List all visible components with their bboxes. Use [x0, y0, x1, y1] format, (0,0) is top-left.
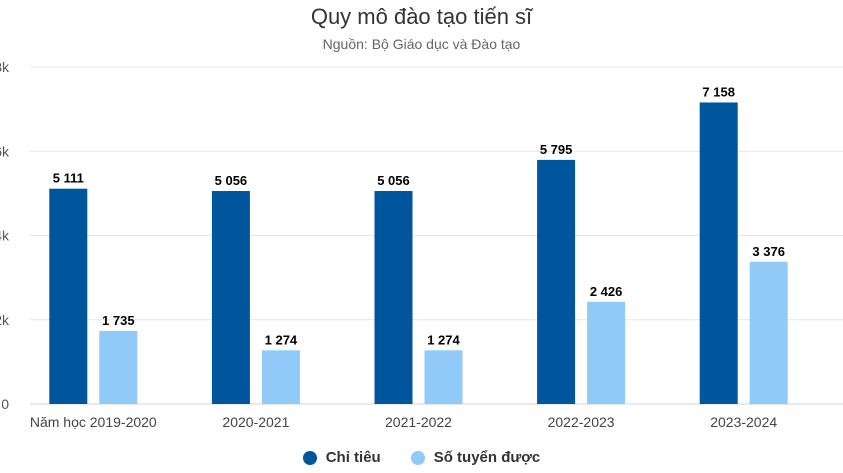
data-label-so-tuyen-duoc: 2 426: [590, 284, 623, 299]
bar-so-tuyen-duoc: [749, 261, 788, 404]
legend: Chỉ tiêu Số tuyển được: [0, 449, 843, 466]
y-tick-label: 4k: [0, 228, 10, 244]
data-label-chi-tieu: 7 158: [702, 84, 735, 99]
legend-label-so-tuyen-duoc: Số tuyển được: [433, 449, 541, 466]
bar-chi-tieu: [49, 188, 88, 404]
x-tick-label: 2023-2024: [710, 414, 777, 430]
y-tick-label: 2k: [0, 312, 10, 328]
chart-subtitle: Nguồn: Bộ Giáo dục và Đào tạo: [322, 36, 521, 52]
legend-swatch-so-tuyen-duoc: [410, 450, 425, 465]
data-label-chi-tieu: 5 795: [540, 142, 573, 157]
bar-chi-tieu: [537, 159, 576, 404]
data-label-so-tuyen-duoc: 1 274: [427, 332, 460, 347]
legend-swatch-chi-tieu: [302, 450, 317, 465]
data-label-so-tuyen-duoc: 1 274: [265, 332, 298, 347]
legend-item-chi-tieu[interactable]: Chỉ tiêu: [302, 449, 381, 466]
bar-so-tuyen-duoc: [424, 350, 463, 404]
bar-so-tuyen-duoc: [99, 330, 138, 404]
data-label-chi-tieu: 5 056: [215, 173, 248, 188]
x-tick-label: Năm học 2019-2020: [30, 414, 157, 430]
data-label-chi-tieu: 5 056: [377, 173, 410, 188]
bar-so-tuyen-duoc: [587, 301, 626, 404]
bar-chi-tieu: [374, 191, 413, 404]
x-tick-label: 2020-2021: [222, 414, 289, 430]
bar-chi-tieu: [211, 191, 250, 404]
y-tick-label: 6k: [0, 143, 10, 159]
data-label-so-tuyen-duoc: 1 735: [102, 313, 135, 328]
data-label-so-tuyen-duoc: 3 376: [752, 244, 785, 259]
x-tick-label: 2022-2023: [548, 414, 615, 430]
y-tick-label: 0: [1, 396, 9, 412]
legend-item-so-tuyen-duoc[interactable]: Số tuyển được: [410, 449, 541, 466]
bar-so-tuyen-duoc: [261, 350, 300, 404]
bar-chi-tieu: [699, 102, 738, 405]
y-tick-label: 8k: [0, 59, 10, 75]
legend-label-chi-tieu: Chỉ tiêu: [325, 449, 381, 466]
chart-title: Quy mô đào tạo tiến sĩ: [310, 4, 533, 29]
x-tick-label: 2021-2022: [385, 414, 452, 430]
data-label-chi-tieu: 5 111: [53, 171, 84, 186]
